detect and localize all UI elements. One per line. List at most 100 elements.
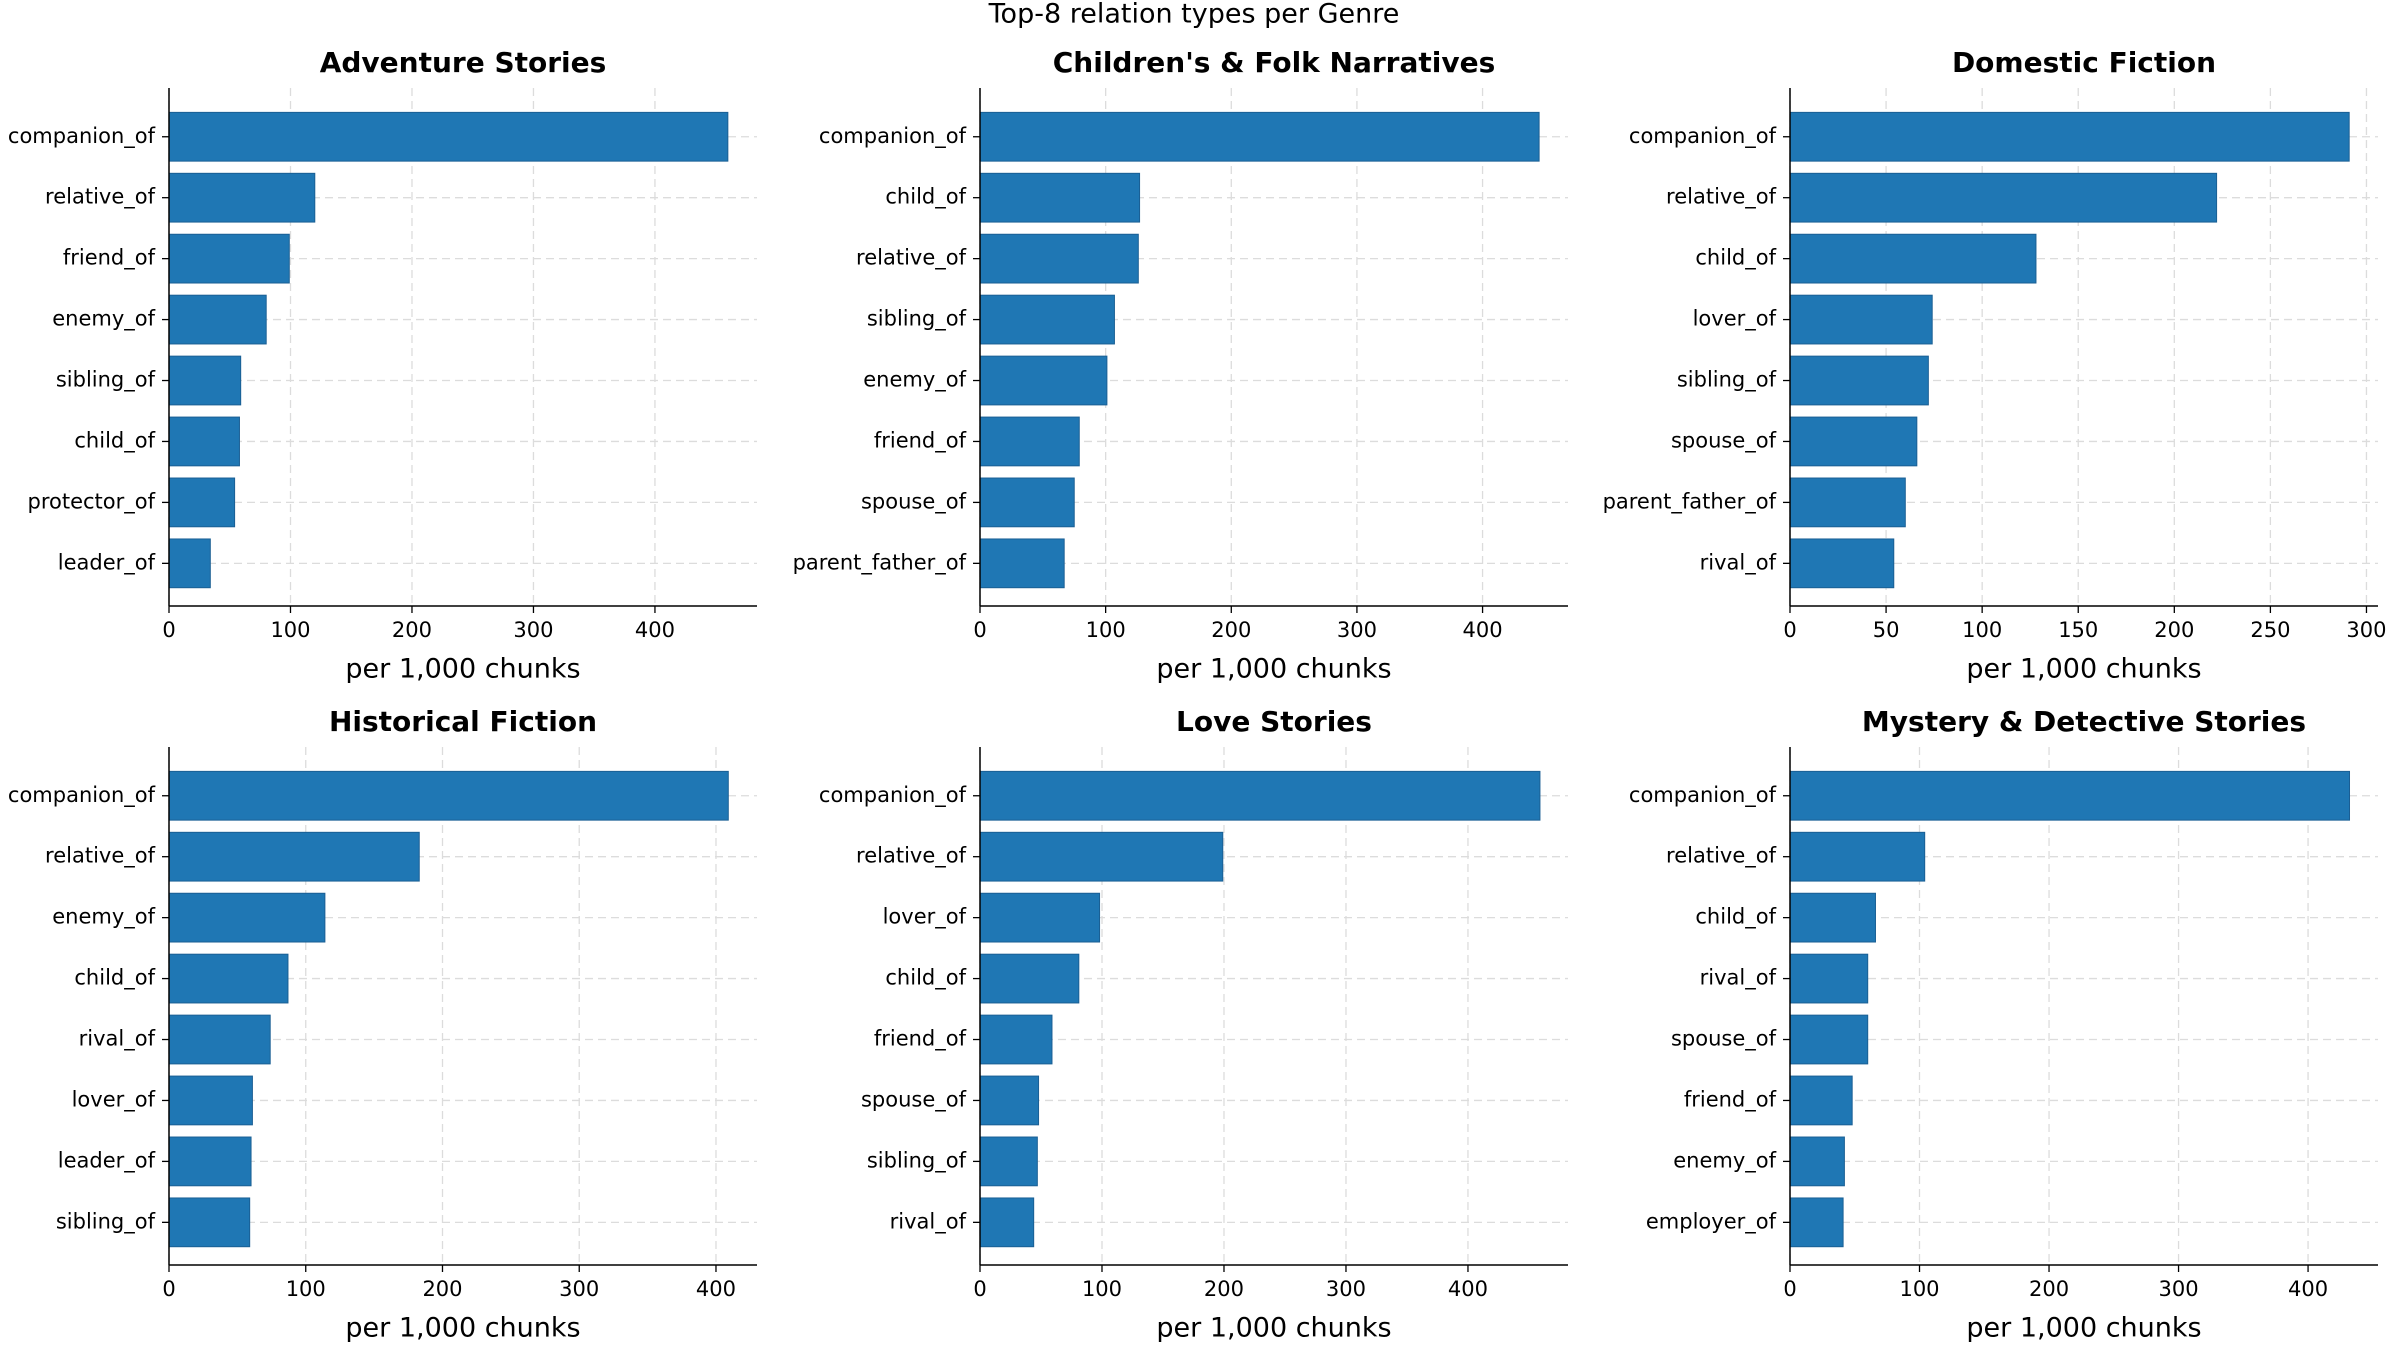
x-tick-label: 300 (1326, 1277, 1366, 1301)
figure-title: Top-8 relation types per Genre (988, 0, 1400, 30)
y-tick-label: sibling_of (56, 368, 156, 393)
x-tick-label: 0 (973, 1277, 986, 1301)
x-axis-label: per 1,000 chunks (345, 1313, 580, 1344)
x-tick-label: 300 (2158, 1277, 2198, 1301)
bar (168, 233, 290, 284)
y-tick-label: relative_of (1666, 185, 1777, 210)
x-tick-label: 0 (162, 618, 175, 642)
bar (979, 172, 1141, 223)
x-tick-label: 200 (422, 1277, 462, 1301)
y-tick-label: parent_father_of (793, 550, 967, 575)
bar (1789, 1014, 1869, 1065)
bar (168, 355, 242, 406)
x-tick-label: 200 (392, 618, 432, 642)
y-tick-label: relative_of (856, 844, 967, 869)
bar (1789, 172, 2218, 223)
y-tick-label: friend_of (874, 1027, 967, 1052)
bar (979, 770, 1541, 821)
y-tick-label: child_of (1695, 905, 1776, 930)
x-tick-label: 400 (635, 618, 675, 642)
y-tick-label: protector_of (27, 489, 155, 514)
x-tick-label: 0 (1783, 618, 1796, 642)
panel-title: Historical Fiction (329, 705, 597, 738)
bar (979, 416, 1080, 467)
y-tick-label: leader_of (58, 1148, 156, 1173)
y-tick-label: enemy_of (1673, 1148, 1776, 1173)
x-tick-label: 300 (2346, 618, 2386, 642)
bar (168, 172, 316, 223)
y-tick-label: companion_of (819, 124, 967, 149)
y-tick-label: friend_of (63, 246, 156, 271)
bar (1789, 294, 1933, 345)
y-tick-label: parent_father_of (1603, 489, 1777, 514)
bar (168, 831, 420, 882)
bar (1789, 892, 1876, 943)
bar (168, 1075, 253, 1126)
y-tick-label: rival_of (1700, 550, 1777, 575)
panel-title: Mystery & Detective Stories (1862, 705, 2306, 738)
bar (979, 1075, 1040, 1126)
bar (168, 770, 729, 821)
x-tick-label: 400 (2288, 1277, 2328, 1301)
bar (979, 477, 1075, 528)
bar (979, 1136, 1038, 1187)
y-tick-label: lover_of (1693, 307, 1777, 332)
y-tick-label: companion_of (819, 783, 967, 808)
y-tick-label: sibling_of (867, 1148, 967, 1173)
x-tick-label: 100 (1962, 618, 2002, 642)
x-axis-label: per 1,000 chunks (1156, 654, 1391, 685)
y-tick-label: friend_of (874, 428, 967, 453)
x-tick-label: 50 (1873, 618, 1900, 642)
bar (1789, 1197, 1844, 1248)
y-tick-label: relative_of (856, 246, 967, 271)
y-tick-label: employer_of (1646, 1209, 1777, 1234)
y-tick-label: companion_of (8, 783, 156, 808)
y-tick-label: rival_of (79, 1027, 156, 1052)
bar (979, 831, 1224, 882)
x-tick-label: 400 (1448, 1277, 1488, 1301)
y-tick-label: relative_of (45, 185, 156, 210)
y-tick-label: relative_of (1666, 844, 1777, 869)
x-tick-label: 250 (2250, 618, 2290, 642)
x-tick-label: 300 (559, 1277, 599, 1301)
y-tick-label: companion_of (1629, 783, 1777, 808)
bar (1789, 111, 2350, 162)
y-tick-label: spouse_of (1671, 428, 1777, 453)
bar (979, 355, 1108, 406)
bar (168, 477, 236, 528)
bar (979, 111, 1540, 162)
x-tick-label: 200 (1204, 1277, 1244, 1301)
bar (979, 233, 1139, 284)
y-tick-label: enemy_of (863, 368, 966, 393)
x-tick-label: 100 (1086, 618, 1126, 642)
bar (168, 538, 211, 589)
x-tick-label: 100 (1899, 1277, 1939, 1301)
x-tick-label: 100 (270, 618, 310, 642)
panel-title: Adventure Stories (320, 46, 607, 79)
y-tick-label: spouse_of (1671, 1027, 1777, 1052)
x-tick-label: 200 (1211, 618, 1251, 642)
x-axis-label: per 1,000 chunks (1156, 1313, 1391, 1344)
y-tick-label: rival_of (890, 1209, 967, 1234)
bar (1789, 416, 1918, 467)
bar (168, 953, 289, 1004)
bar (168, 1136, 252, 1187)
x-tick-label: 400 (1463, 618, 1503, 642)
bar (979, 1014, 1053, 1065)
x-tick-label: 150 (2058, 618, 2098, 642)
bar (979, 892, 1101, 943)
y-tick-label: companion_of (8, 124, 156, 149)
y-tick-label: spouse_of (861, 1087, 967, 1112)
bar (168, 892, 326, 943)
bar (1789, 953, 1869, 1004)
y-tick-label: child_of (885, 966, 966, 991)
x-tick-label: 200 (2154, 618, 2194, 642)
y-tick-label: lover_of (72, 1087, 156, 1112)
bar (1789, 233, 2037, 284)
bar (168, 111, 729, 162)
y-tick-label: sibling_of (56, 1209, 156, 1234)
bar (168, 1197, 251, 1248)
y-tick-label: child_of (885, 185, 966, 210)
x-tick-label: 0 (162, 1277, 175, 1301)
